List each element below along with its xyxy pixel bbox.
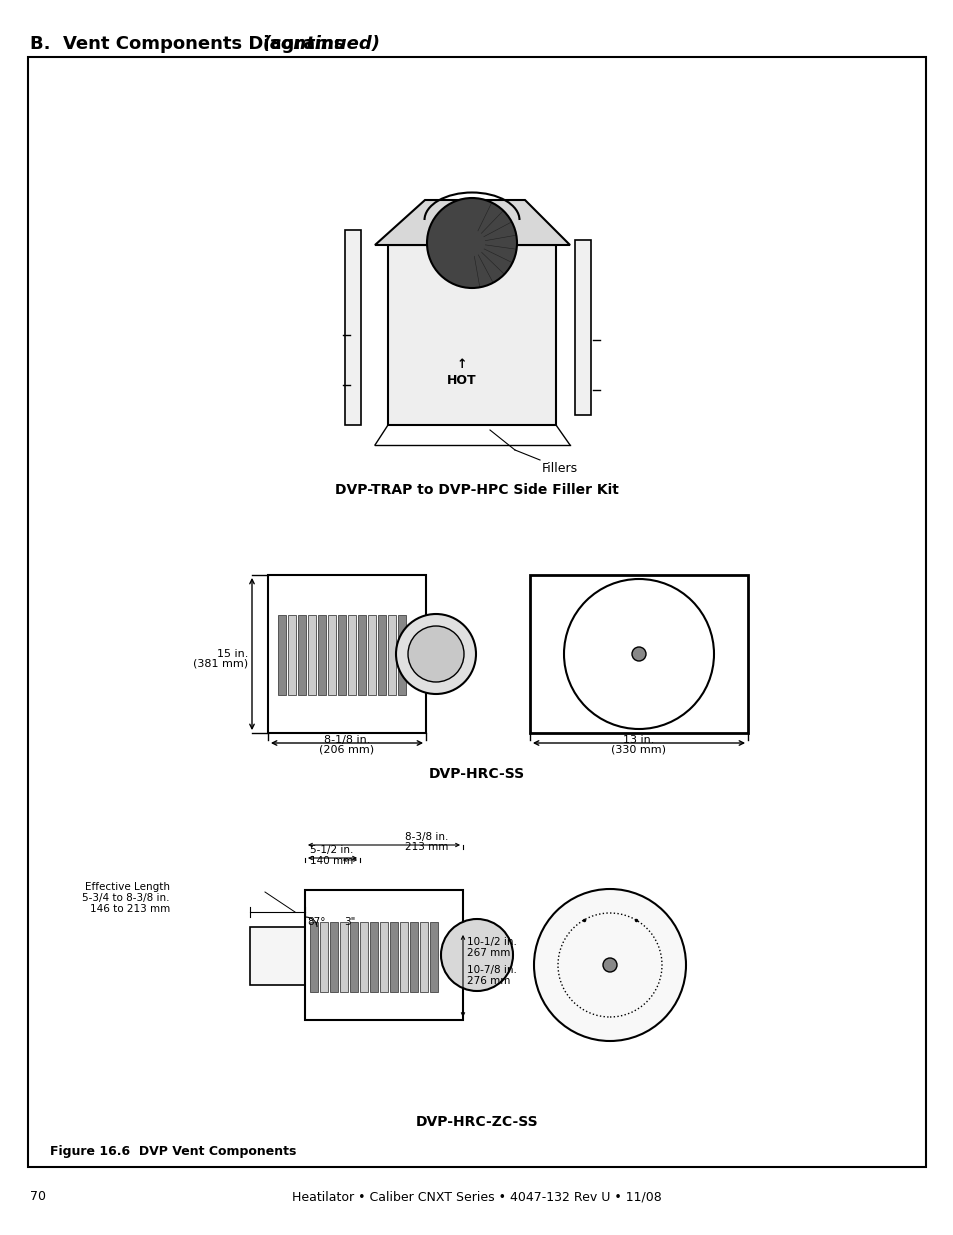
Text: (continued): (continued) xyxy=(263,35,380,53)
Bar xyxy=(350,923,357,992)
Bar xyxy=(397,615,406,695)
Circle shape xyxy=(534,889,685,1041)
Bar xyxy=(410,923,417,992)
Text: 15 in.: 15 in. xyxy=(216,650,248,659)
Bar xyxy=(310,923,317,992)
Circle shape xyxy=(602,958,617,972)
Bar xyxy=(399,923,408,992)
Text: Fillers: Fillers xyxy=(541,462,578,475)
Bar xyxy=(368,615,375,695)
Bar xyxy=(250,927,307,986)
Circle shape xyxy=(631,647,645,661)
Bar xyxy=(377,615,386,695)
Text: (330 mm): (330 mm) xyxy=(611,743,666,755)
Text: 87°: 87° xyxy=(308,918,326,927)
Text: HOT: HOT xyxy=(447,373,476,387)
Text: 10-1/2 in.: 10-1/2 in. xyxy=(467,937,517,947)
Bar xyxy=(359,923,368,992)
Text: 276 mm: 276 mm xyxy=(467,976,510,986)
Bar xyxy=(348,615,355,695)
Text: 8-1/8 in.: 8-1/8 in. xyxy=(323,735,370,745)
Text: Heatilator • Caliber CNXT Series • 4047-132 Rev U • 11/08: Heatilator • Caliber CNXT Series • 4047-… xyxy=(292,1191,661,1203)
Bar xyxy=(379,923,388,992)
Text: (381 mm): (381 mm) xyxy=(193,659,248,669)
Text: DVP-TRAP to DVP-HPC Side Filler Kit: DVP-TRAP to DVP-HPC Side Filler Kit xyxy=(335,483,618,496)
Text: B.  Vent Components Diagrams: B. Vent Components Diagrams xyxy=(30,35,351,53)
Bar xyxy=(305,890,462,1020)
Text: 13 in.: 13 in. xyxy=(622,735,654,745)
Bar xyxy=(370,923,377,992)
Bar xyxy=(288,615,295,695)
Circle shape xyxy=(427,198,517,288)
Text: DVP-HRC-ZC-SS: DVP-HRC-ZC-SS xyxy=(416,1115,537,1129)
Text: 140 mm: 140 mm xyxy=(310,856,354,866)
Text: Effective Length: Effective Length xyxy=(85,882,170,892)
Bar xyxy=(419,923,428,992)
Polygon shape xyxy=(375,200,569,245)
Text: 146 to 213 mm: 146 to 213 mm xyxy=(90,904,170,914)
Bar xyxy=(357,615,366,695)
Bar xyxy=(388,615,395,695)
Text: 3": 3" xyxy=(344,918,355,927)
Text: (206 mm): (206 mm) xyxy=(319,743,375,755)
Circle shape xyxy=(408,626,463,682)
Bar xyxy=(430,923,437,992)
Text: 213 mm: 213 mm xyxy=(405,842,448,852)
Circle shape xyxy=(440,919,513,990)
Bar xyxy=(268,576,426,734)
Bar xyxy=(337,615,346,695)
Bar xyxy=(277,615,286,695)
Text: Figure 16.6  DVP Vent Components: Figure 16.6 DVP Vent Components xyxy=(50,1145,296,1158)
Bar xyxy=(317,615,326,695)
Text: 70: 70 xyxy=(30,1191,46,1203)
Bar xyxy=(388,245,556,425)
Bar xyxy=(297,615,306,695)
Text: 5-1/2 in.: 5-1/2 in. xyxy=(310,845,354,855)
Text: 10-7/8 in.: 10-7/8 in. xyxy=(467,965,517,974)
Text: 8-3/8 in.: 8-3/8 in. xyxy=(405,832,448,842)
Bar xyxy=(339,923,348,992)
Text: 5-3/4 to 8-3/8 in.: 5-3/4 to 8-3/8 in. xyxy=(82,893,170,903)
Text: DVP-HRC-SS: DVP-HRC-SS xyxy=(429,767,524,781)
Text: ↑: ↑ xyxy=(456,358,467,372)
Circle shape xyxy=(395,614,476,694)
Bar xyxy=(530,576,747,734)
Bar xyxy=(390,923,397,992)
Bar xyxy=(328,615,335,695)
Text: 267 mm: 267 mm xyxy=(467,948,510,958)
Bar xyxy=(330,923,337,992)
Bar xyxy=(319,923,328,992)
Circle shape xyxy=(563,579,713,729)
Bar xyxy=(575,240,590,415)
Bar xyxy=(345,230,360,425)
Bar xyxy=(308,615,315,695)
Bar xyxy=(28,57,925,1167)
